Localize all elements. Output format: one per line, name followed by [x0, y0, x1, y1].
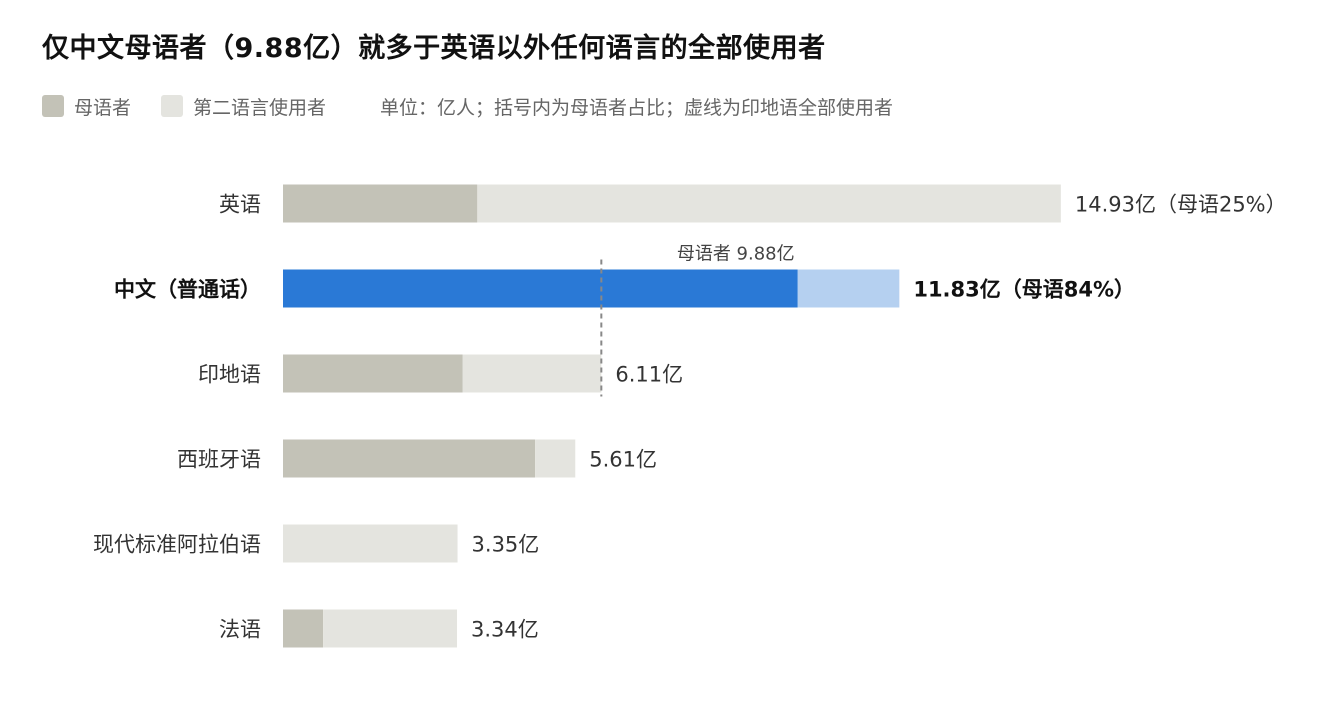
bar-second-language	[323, 609, 458, 648]
bar-second-language	[477, 184, 1061, 223]
legend-swatch-native	[42, 95, 64, 117]
legend: 母语者 第二语言使用者 单位：亿人；括号内为母语者占比；虚线为印地语全部使用者	[42, 94, 894, 119]
category-label: 中文（普通话）	[114, 278, 261, 302]
native-annotation: 母语者 9.88亿	[677, 244, 795, 265]
category-label: 法语	[219, 618, 261, 642]
value-label: 6.11亿	[615, 363, 683, 387]
value-label: 3.35亿	[472, 533, 540, 557]
bar-second-language	[283, 524, 458, 563]
legend-swatch-second	[161, 95, 184, 117]
bar-second-language	[797, 269, 900, 308]
category-label: 现代标准阿拉伯语	[93, 533, 261, 557]
bar-second-language	[462, 354, 602, 393]
value-label: 11.83亿（母语84%）	[913, 278, 1135, 302]
bar-native	[283, 439, 536, 478]
chart-title: 仅中文母语者（9.88亿）就多于英语以外任何语言的全部使用者	[42, 33, 826, 64]
category-label: 印地语	[198, 363, 261, 387]
bar-native	[283, 269, 798, 308]
value-label: 5.61亿	[589, 448, 657, 472]
legend-note: 单位：亿人；括号内为母语者占比；虚线为印地语全部使用者	[380, 96, 894, 119]
legend-label-native: 母语者	[74, 96, 132, 119]
category-label: 英语	[219, 193, 261, 217]
bar-native	[283, 354, 463, 393]
bar-native	[283, 609, 324, 648]
legend-label-second: 第二语言使用者	[193, 96, 327, 119]
bar-second-language	[535, 439, 576, 478]
value-label: 3.34亿	[471, 618, 539, 642]
value-label: 14.93亿（母语25%）	[1075, 193, 1287, 217]
category-label: 西班牙语	[177, 448, 261, 472]
bar-native	[283, 184, 478, 223]
